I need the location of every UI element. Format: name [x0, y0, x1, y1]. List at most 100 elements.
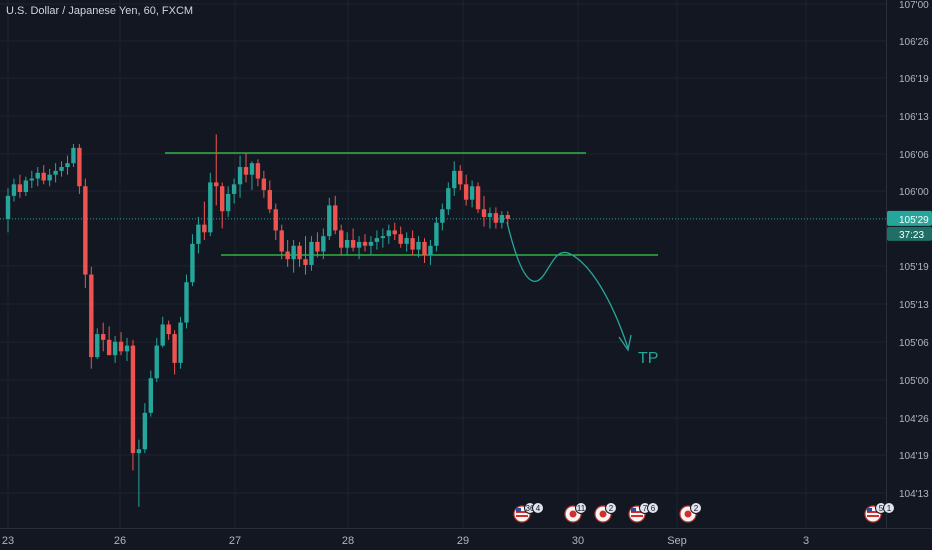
candle-body — [130, 345, 136, 454]
price-tick-label: 105'19 — [899, 262, 929, 273]
candle-body — [160, 324, 165, 346]
candle-body — [53, 170, 58, 175]
candle-body — [469, 186, 475, 200]
candle-body — [285, 251, 290, 260]
candle-body — [255, 163, 261, 179]
candle-body — [249, 163, 255, 175]
candle-body — [83, 186, 88, 275]
event-count: 2 — [694, 504, 699, 513]
price-tick-label: 106'06 — [899, 150, 929, 161]
candle-body — [112, 341, 118, 356]
candle-body — [208, 182, 213, 233]
price-tick-label: 104'26 — [899, 414, 929, 425]
event-badges[interactable]: 36 4 11 2 7 6 2 5 1 — [513, 502, 895, 523]
candle-body — [101, 334, 106, 340]
candle-body — [344, 240, 350, 248]
candle-body — [136, 449, 142, 454]
candle-body — [65, 163, 70, 168]
price-tick-label: 106'19 — [899, 74, 929, 85]
projection-arrow — [506, 221, 629, 349]
candle-body — [196, 224, 201, 244]
candle-body — [184, 282, 189, 323]
time-tick-label: 28 — [342, 535, 354, 547]
candle-body — [309, 241, 314, 265]
time-tick-label: 29 — [457, 535, 469, 547]
candle-body — [202, 224, 207, 233]
candle-body — [368, 241, 374, 246]
candle-body — [95, 334, 100, 358]
candle-body — [154, 345, 159, 379]
candle-body — [440, 209, 445, 223]
candle-body — [142, 412, 148, 450]
candle-body — [505, 215, 510, 219]
candle-body — [398, 234, 403, 244]
candle-body — [422, 241, 427, 256]
candle-body — [220, 186, 225, 212]
candle-body — [297, 245, 302, 260]
time-tick-label: Sep — [667, 535, 687, 547]
candle-body — [77, 147, 82, 187]
candle-body — [458, 170, 463, 185]
candle-body — [475, 186, 481, 210]
price-tick-label: 107'00 — [899, 0, 929, 11]
price-tags: 105'29 37:23 — [887, 210, 932, 241]
event-badge[interactable]: 36 4 — [513, 502, 544, 523]
candle-body — [327, 205, 332, 237]
candle-body — [410, 238, 415, 250]
candle-body — [11, 184, 17, 196]
time-axis[interactable]: 23 26 27 28 29 30 Sep 3 — [2, 535, 809, 547]
time-tick-label: 23 — [2, 535, 14, 547]
candle-body — [452, 170, 457, 189]
candle-body — [190, 243, 195, 283]
candle-body — [17, 184, 23, 192]
event-badge[interactable]: 2 — [594, 502, 617, 523]
candle-body — [386, 230, 391, 237]
time-tick-label: 26 — [114, 535, 126, 547]
time-tick-label: 3 — [803, 535, 809, 547]
candle-body — [89, 274, 94, 358]
candle-body — [380, 236, 386, 239]
event-extra-count: 1 — [887, 504, 892, 513]
candle-body — [362, 241, 368, 246]
candle-body — [339, 230, 344, 248]
candle-body — [446, 188, 451, 210]
candle-body — [481, 209, 487, 217]
candle-body — [356, 241, 362, 248]
candle-body — [333, 205, 338, 231]
candle-body — [41, 172, 46, 181]
candle-body — [428, 245, 433, 256]
candle-body — [291, 245, 296, 260]
time-tick-label: 30 — [572, 535, 584, 547]
candle-body — [225, 193, 231, 212]
candle-body — [463, 184, 469, 200]
candle-body — [416, 241, 421, 250]
candle-body — [434, 222, 439, 246]
price-axis[interactable]: 107'00 106'26 106'19 106'13 106'06 106'00 105'… — [899, 0, 929, 500]
candle-body — [404, 238, 409, 244]
current-price-value: 105'29 — [899, 215, 929, 226]
candle-body — [59, 167, 64, 171]
candle-body — [237, 167, 243, 185]
price-tick-label: 105'00 — [899, 376, 929, 387]
event-badge[interactable]: 11 — [564, 502, 587, 523]
event-extra-count: 4 — [536, 504, 541, 513]
candle-body — [243, 167, 249, 175]
price-tick-label: 106'13 — [899, 112, 929, 123]
candle-body — [47, 174, 52, 181]
event-count: 2 — [609, 504, 614, 513]
candle-body — [124, 345, 130, 352]
candle-body — [23, 180, 29, 192]
price-tick-label: 106'26 — [899, 37, 929, 48]
candle-body — [273, 209, 278, 231]
candle-body — [231, 184, 237, 194]
price-tick-label: 105'13 — [899, 300, 929, 311]
event-badge[interactable]: 2 — [679, 502, 702, 523]
candle-body — [178, 322, 183, 363]
candle-body — [261, 178, 267, 191]
candle-body — [35, 172, 40, 179]
candle-body — [267, 190, 272, 210]
bar-countdown: 37:23 — [899, 230, 924, 241]
